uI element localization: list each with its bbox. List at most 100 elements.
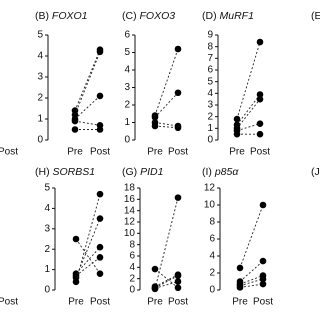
data-point: [71, 117, 79, 125]
y-tick-label: 2: [37, 93, 43, 104]
y-tick-label: 16: [124, 194, 136, 205]
paired-line: [154, 92, 179, 118]
panel-letter: (D): [202, 10, 217, 22]
y-tick-label: 4: [44, 203, 50, 214]
data-point: [96, 48, 104, 56]
y-tick-label: 5: [124, 47, 130, 58]
data-point: [96, 126, 104, 133]
y-tick-label: 9: [207, 30, 213, 41]
data-point: [256, 38, 264, 46]
paired-line: [239, 204, 264, 269]
y-tick-label: 10: [124, 228, 136, 239]
data-point: [71, 126, 79, 133]
data-point: [96, 243, 104, 251]
panel-title: (G) PID1: [122, 166, 163, 178]
data-point: [256, 130, 264, 138]
data-point: [174, 194, 182, 201]
gene-name: FOXO3: [140, 10, 176, 22]
data-point: [256, 91, 264, 98]
panel-title: (D) MuRF1: [202, 10, 254, 22]
data-point: [96, 254, 104, 261]
paired-line: [236, 41, 261, 120]
panel-letter: (I): [202, 166, 212, 178]
x-tick-label: Post: [253, 297, 273, 308]
panel-letter: (H): [35, 166, 50, 178]
y-tick-label: 5: [207, 76, 213, 87]
y-tick-label: 2: [129, 273, 135, 284]
y-tick-label: 5: [44, 183, 50, 194]
y-tick-label: 3: [37, 72, 43, 83]
y-tick-label: 12: [124, 217, 136, 228]
gene-name: p85α: [214, 166, 240, 178]
y-tick-label: 4: [209, 251, 215, 262]
y-tick-label: 1: [37, 114, 43, 125]
gene-name: MuRF1: [220, 10, 254, 22]
paired-line: [239, 275, 264, 285]
cropped-label: (J: [311, 166, 320, 178]
cropped-label: (E: [311, 10, 320, 22]
panel-title: (B) FOXO1: [35, 10, 88, 22]
panel-title: (C) FOXO3: [122, 10, 175, 22]
data-point: [174, 89, 182, 97]
y-tick-label: 2: [207, 111, 213, 122]
x-tick-label: Pre: [232, 297, 248, 308]
y-tick-label: 4: [207, 88, 213, 99]
data-point: [151, 113, 159, 121]
paired-line: [154, 125, 179, 129]
data-point: [259, 257, 267, 265]
data-point: [96, 215, 104, 222]
y-tick-label: 3: [124, 82, 130, 93]
y-tick-label: 18: [124, 183, 136, 194]
paired-line: [74, 95, 101, 120]
y-tick-label: 4: [129, 262, 135, 273]
paired-line: [154, 122, 179, 127]
paired-line: [236, 98, 261, 129]
panel-title: (H) SORBS1: [35, 166, 95, 178]
y-tick-label: 3: [44, 223, 50, 234]
y-tick-label: 3: [207, 100, 213, 111]
data-point: [174, 272, 182, 280]
paired-line: [75, 194, 101, 282]
data-point: [233, 130, 241, 138]
data-point: [233, 115, 241, 123]
x-tick-label: Post: [250, 147, 270, 158]
gene-name: PID1: [140, 166, 163, 178]
paired-line: [154, 197, 179, 289]
data-point: [151, 122, 159, 130]
x-tick-label: Post: [90, 297, 110, 308]
y-tick-label: 8: [129, 239, 135, 250]
data-point: [151, 284, 159, 292]
data-point: [151, 265, 159, 273]
panel-letter: (B): [35, 10, 49, 22]
gene-name: SORBS1: [53, 166, 96, 178]
gene-name: FOXO1: [52, 10, 88, 22]
y-tick-label: 0: [44, 285, 50, 296]
data-point: [72, 278, 80, 286]
panel-letter: (C): [122, 10, 137, 22]
paired-line: [236, 94, 261, 126]
x-tick-label: Pre: [68, 297, 84, 308]
paired-line: [75, 238, 101, 274]
y-tick-label: 0: [209, 285, 215, 296]
y-tick-label: 8: [209, 217, 215, 228]
x-tick-label: Post: [168, 297, 188, 308]
cropped-label: Post: [0, 297, 18, 308]
y-tick-label: 0: [129, 285, 135, 296]
data-point: [72, 235, 80, 243]
data-point: [174, 284, 182, 292]
panel-letter: (G): [122, 166, 137, 178]
data-point: [96, 92, 104, 100]
y-tick-label: 7: [207, 53, 213, 64]
y-tick-label: 2: [209, 268, 215, 279]
data-point: [174, 278, 182, 285]
y-tick-label: 0: [207, 135, 213, 146]
x-tick-label: Pre: [229, 147, 245, 158]
x-tick-label: Pre: [67, 147, 83, 158]
y-tick-label: 1: [44, 264, 50, 275]
data-point: [259, 275, 267, 283]
y-tick-label: 2: [124, 100, 130, 111]
paired-line: [75, 218, 101, 278]
y-tick-label: 1: [207, 123, 213, 134]
panel-title: (I) p85α: [202, 166, 239, 178]
